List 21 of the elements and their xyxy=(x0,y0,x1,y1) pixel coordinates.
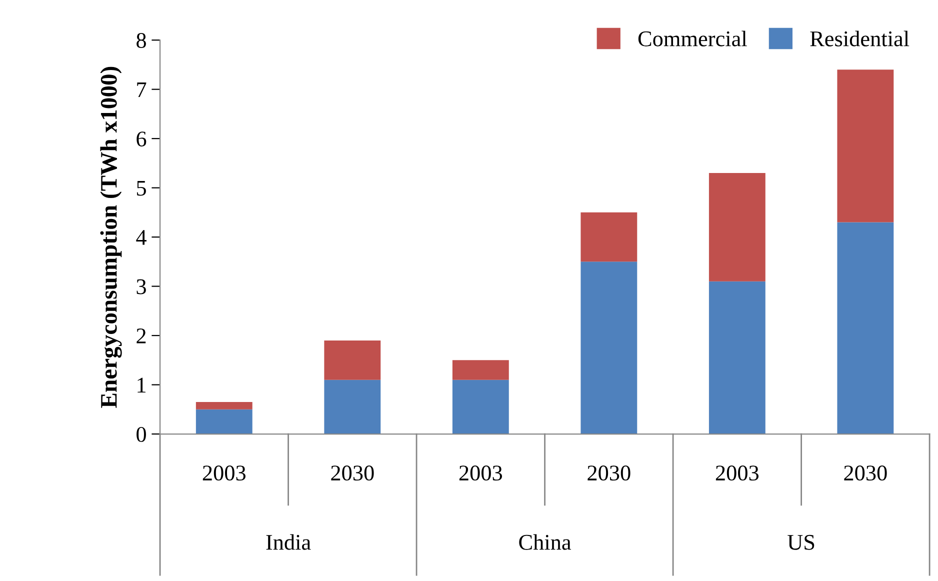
y-tick-label: 0 xyxy=(136,426,146,442)
x-tick-label: 2030 xyxy=(331,466,374,481)
y-tick-label: 2 xyxy=(136,328,146,344)
legend-label: Residential xyxy=(810,30,910,46)
y-axis-title: Energyconsumption (TWh x1000) xyxy=(100,66,122,408)
y-tick-label: 1 xyxy=(138,378,146,392)
x-tick-label: 2003 xyxy=(716,466,759,481)
y-tick-label: 4 xyxy=(136,230,146,245)
legend-label: Commercial xyxy=(638,30,747,46)
y-tick-label: 5 xyxy=(137,180,146,196)
x-tick-label: 2030 xyxy=(844,466,887,481)
y-tick-label: 6 xyxy=(136,132,146,146)
x-tick-label: 2030 xyxy=(588,466,630,481)
text: US xyxy=(788,534,814,550)
y-tick-label: 7 xyxy=(137,82,146,98)
text: India xyxy=(266,534,311,550)
x-tick-label: 2003 xyxy=(459,466,502,481)
y-tick-label: 8 xyxy=(136,33,146,48)
y-tick-label: 3 xyxy=(136,279,146,294)
x-tick-label: 2003 xyxy=(202,466,246,481)
text: China xyxy=(519,534,572,550)
